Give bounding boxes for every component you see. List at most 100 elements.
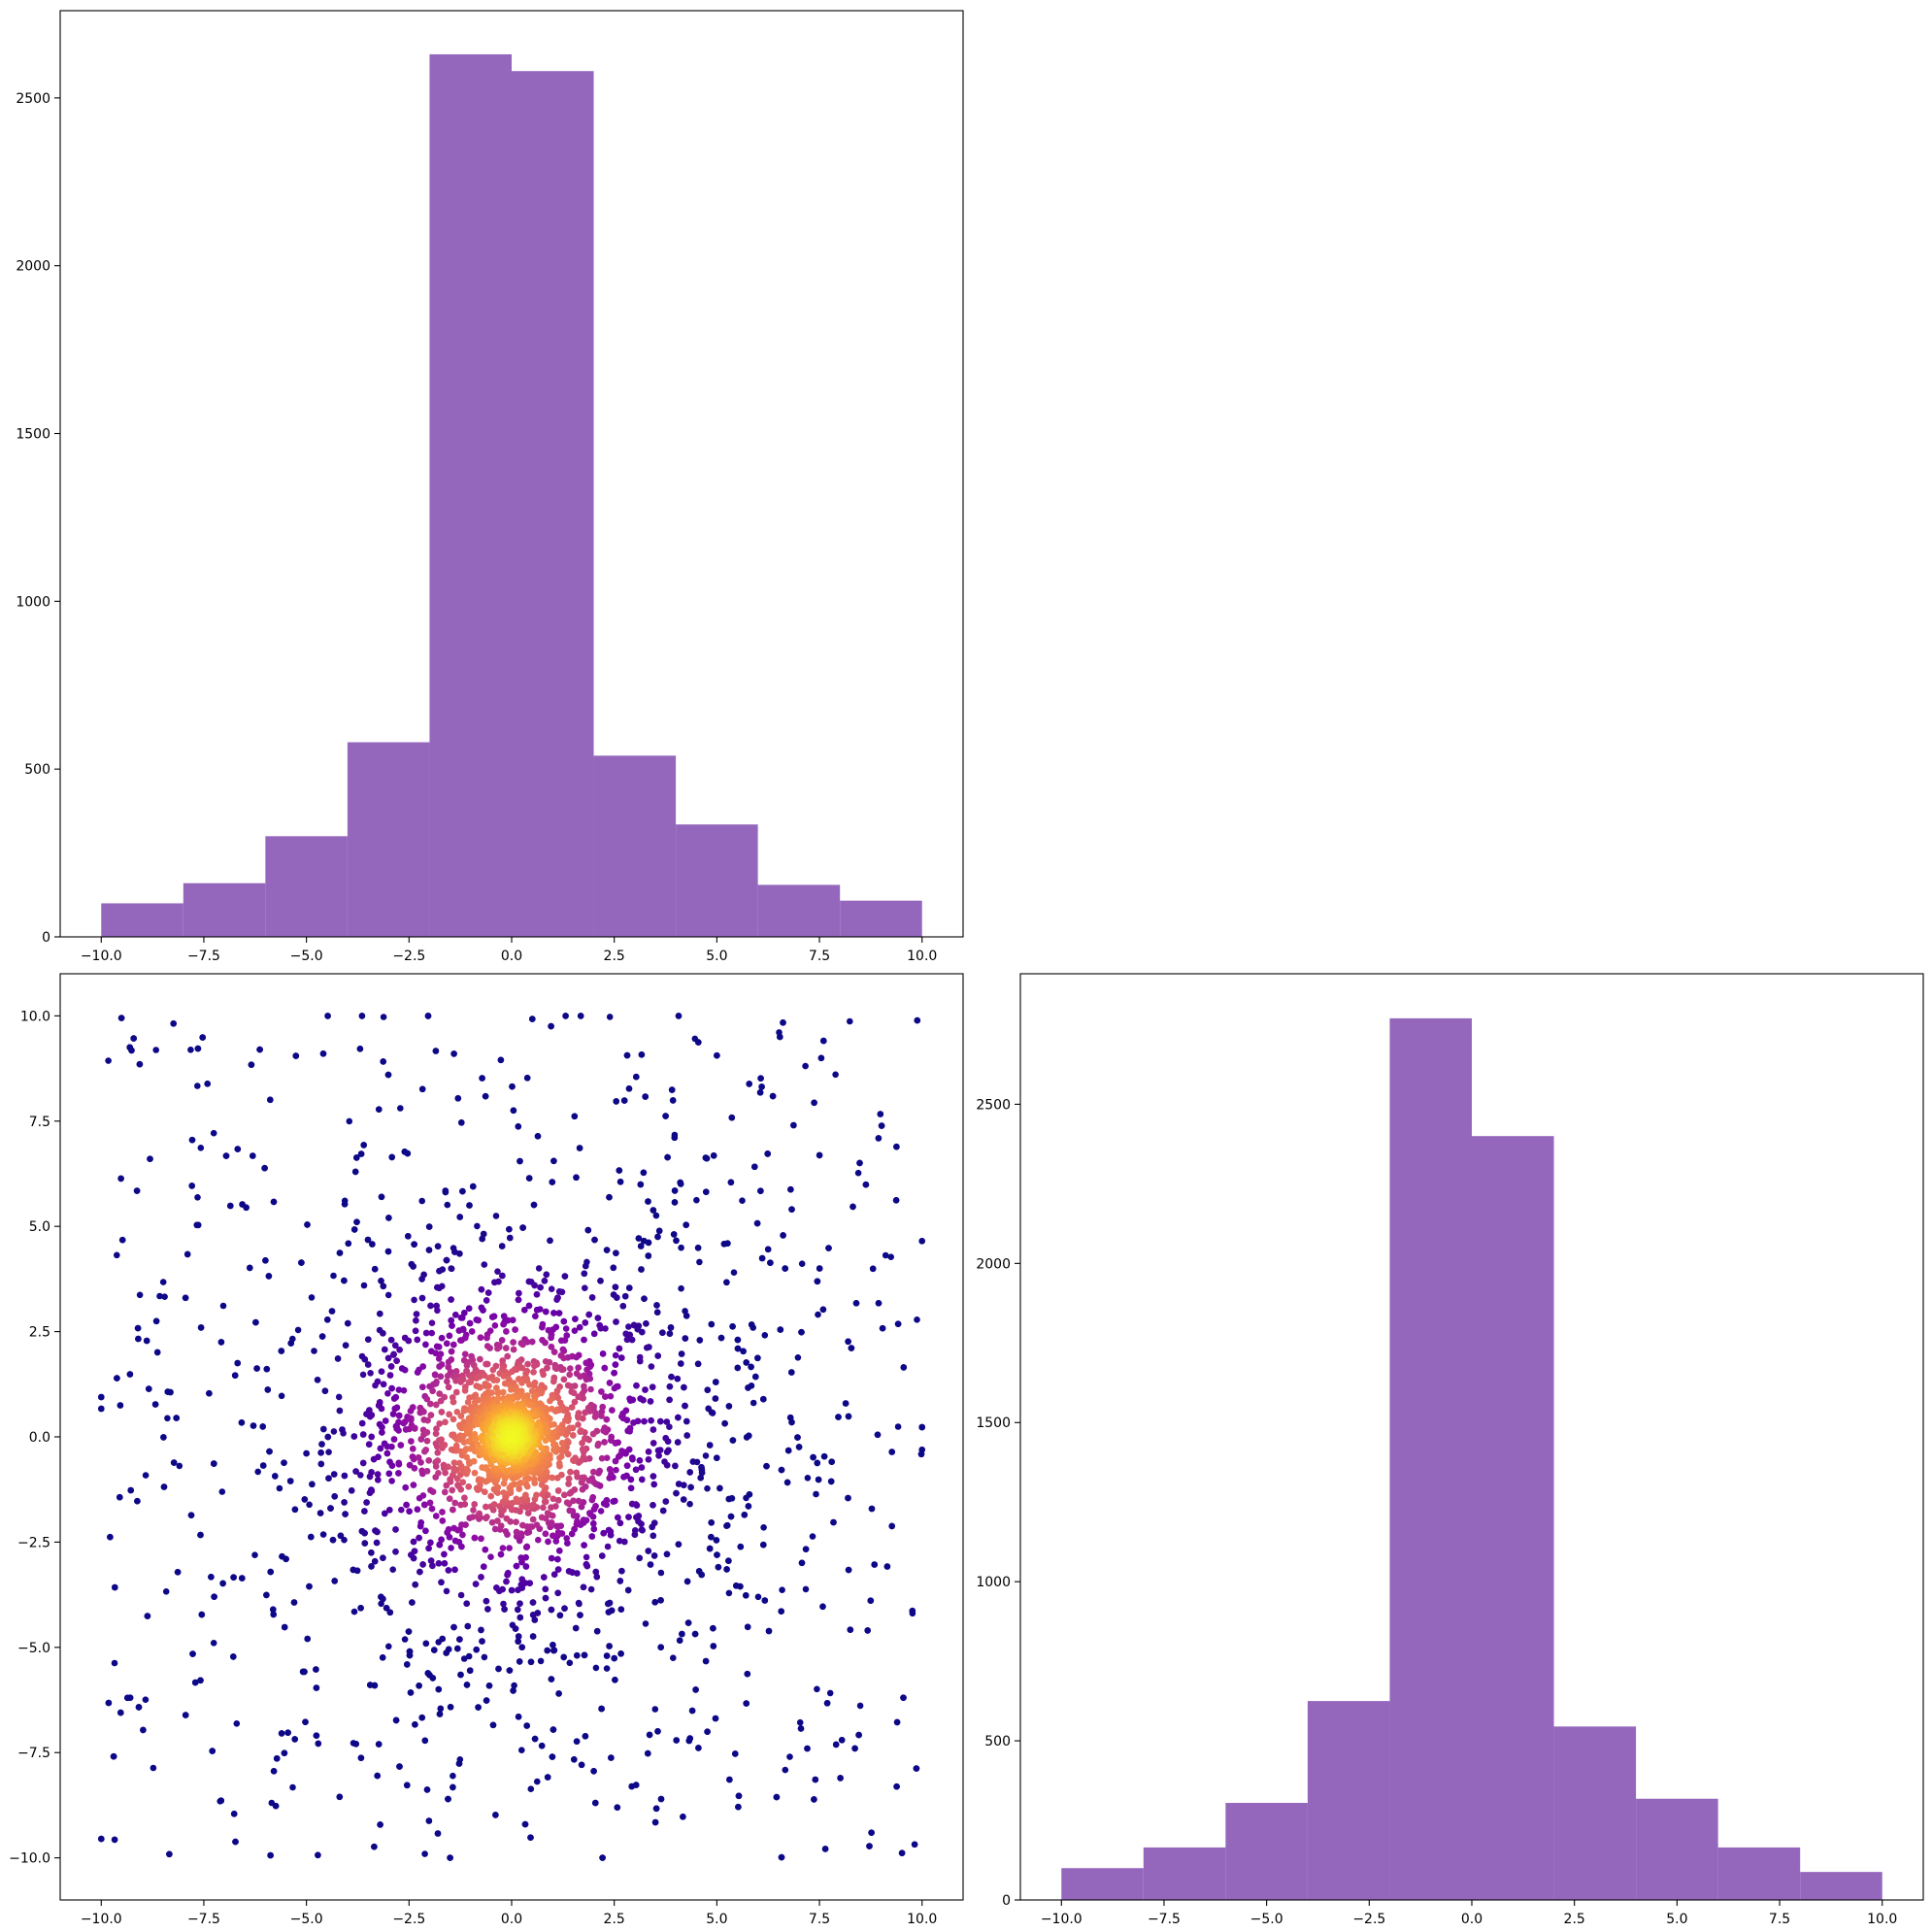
- scatter-point: [388, 1384, 395, 1392]
- scatter-point: [567, 1468, 574, 1476]
- scatter-point: [612, 1361, 619, 1368]
- scatter-point: [550, 1571, 558, 1578]
- scatter-point: [401, 1636, 409, 1643]
- scatter-point: [392, 1549, 399, 1555]
- scatter-point: [452, 1368, 460, 1375]
- scatter-point: [513, 1518, 519, 1525]
- scatter-point: [501, 1606, 508, 1613]
- scatter-point: [350, 1226, 358, 1233]
- scatter-point: [450, 1623, 457, 1631]
- scatter-point: [445, 1567, 452, 1574]
- scatter-point: [406, 1461, 414, 1469]
- scatter-point: [441, 1442, 449, 1449]
- scatter-point: [416, 1534, 422, 1542]
- scatter-point: [565, 1481, 572, 1487]
- scatter-point: [648, 1416, 654, 1424]
- scatter-point: [114, 1375, 120, 1382]
- scatter-point: [558, 1366, 565, 1374]
- scatter-point: [409, 1404, 416, 1411]
- scatter-point: [434, 1830, 442, 1837]
- scatter-point: [562, 1325, 570, 1332]
- scatter-point: [702, 1657, 710, 1665]
- scatter-point: [159, 1279, 167, 1285]
- scatter-point: [368, 1549, 375, 1556]
- scatter-point: [451, 1499, 459, 1507]
- scatter-point: [388, 1443, 395, 1450]
- scatter-point: [614, 1804, 621, 1811]
- scatter-point: [606, 1466, 614, 1473]
- scatter-point: [607, 1392, 615, 1400]
- scatter-point: [628, 1336, 636, 1344]
- scatter-point: [671, 1199, 679, 1206]
- scatter-point: [105, 1057, 112, 1064]
- scatter-point: [135, 1335, 142, 1343]
- scatter-point: [378, 1368, 385, 1375]
- scatter-point: [575, 1414, 582, 1421]
- scatter-point: [404, 1149, 412, 1157]
- scatter-point: [809, 1533, 816, 1540]
- scatter-point: [534, 1778, 541, 1785]
- scatter-point: [687, 1483, 694, 1491]
- scatter-point: [845, 1338, 851, 1346]
- scatter-point: [675, 1541, 683, 1548]
- scatter-point: [389, 1411, 397, 1417]
- scatter-point: [638, 1266, 645, 1273]
- scatter-point: [526, 1402, 534, 1409]
- scatter-point: [798, 1260, 806, 1267]
- scatter-point: [500, 1489, 508, 1496]
- scatter-point: [680, 1814, 686, 1820]
- scatter-point: [457, 1413, 465, 1419]
- scatter-point: [617, 1606, 625, 1613]
- scatter-point: [262, 1257, 269, 1264]
- scatter-point: [534, 1610, 542, 1616]
- scatter-point: [556, 1548, 563, 1554]
- scatter-point: [218, 1488, 226, 1495]
- scatter-point: [786, 1753, 793, 1760]
- scatter-point: [456, 1526, 463, 1533]
- scatter-point: [646, 1731, 653, 1739]
- scatter-point: [387, 1363, 395, 1370]
- scatter-point: [510, 1687, 516, 1694]
- scatter-point: [472, 1391, 480, 1399]
- scatter-point: [405, 1628, 413, 1635]
- scatter-point: [395, 1459, 403, 1467]
- scatter-point: [377, 1310, 383, 1317]
- scatter-point: [491, 1322, 499, 1329]
- scatter-point: [795, 1444, 803, 1450]
- scatter-point: [582, 1409, 588, 1416]
- scatter-point: [420, 1408, 427, 1416]
- scatter-point: [473, 1646, 481, 1653]
- scatter-point: [560, 1348, 568, 1354]
- scatter-point: [875, 1300, 883, 1307]
- scatter-point: [577, 1013, 584, 1019]
- scatter-point: [784, 1447, 792, 1454]
- scatter-point: [533, 1422, 541, 1429]
- scatter-point: [796, 1718, 804, 1726]
- scatter-point: [489, 1314, 496, 1320]
- scatter-point: [441, 1560, 449, 1567]
- scatter-point: [527, 1658, 535, 1666]
- scatter-point: [418, 1714, 426, 1721]
- scatter-point: [506, 1376, 513, 1383]
- scatter-point: [670, 1654, 677, 1661]
- scatter-point: [654, 1447, 662, 1454]
- histogram-x-bar: [265, 836, 348, 937]
- scatter-point: [367, 1370, 374, 1377]
- scatter-point: [496, 1503, 503, 1510]
- scatter-point: [550, 1441, 557, 1449]
- scatter-point: [281, 1459, 287, 1466]
- scatter-point: [637, 1357, 644, 1365]
- scatter-point: [128, 1047, 135, 1054]
- scatter-point: [522, 1370, 529, 1378]
- scatter-point: [361, 1508, 368, 1515]
- scatter-point: [914, 1016, 921, 1024]
- scatter-point: [830, 1518, 837, 1526]
- scatter-point: [361, 1540, 369, 1547]
- scatter-point: [811, 1099, 817, 1107]
- scatter-point: [111, 1836, 118, 1844]
- scatter-point: [479, 1235, 486, 1243]
- scatter-point: [594, 1442, 601, 1449]
- scatter-point: [230, 1653, 237, 1660]
- scatter-point: [194, 1045, 202, 1052]
